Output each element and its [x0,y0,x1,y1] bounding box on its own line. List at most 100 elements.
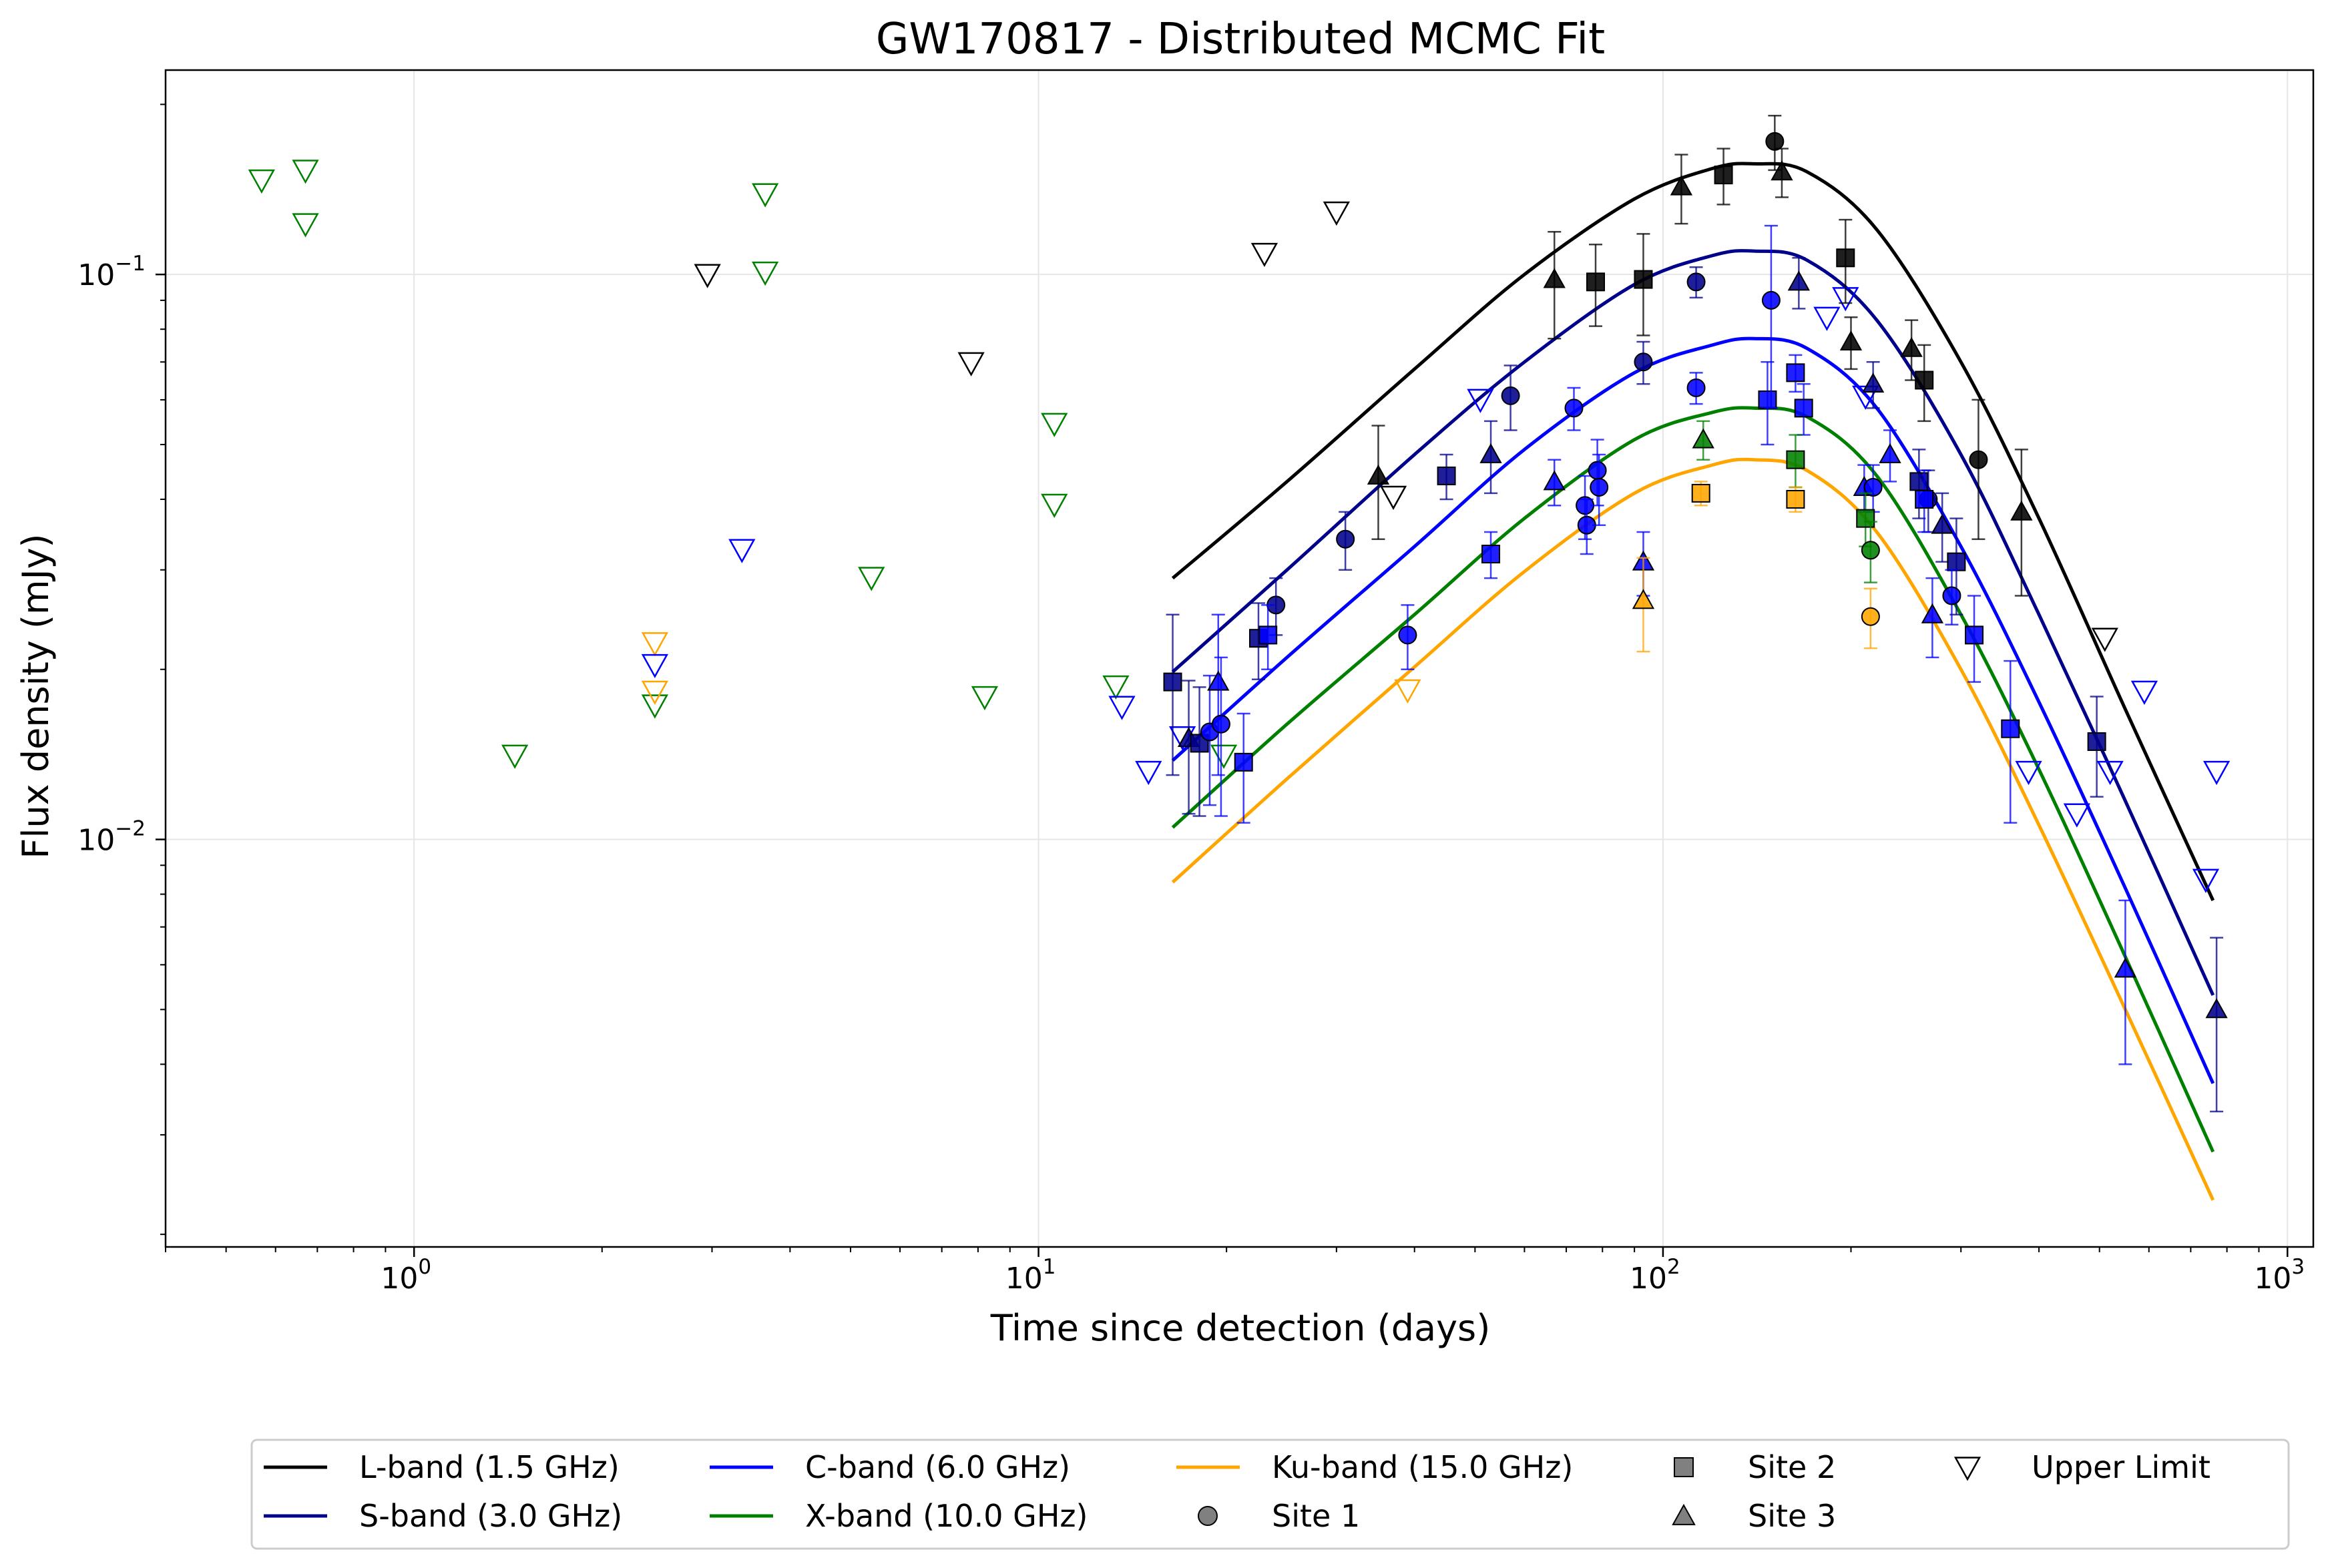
upper-limit-marker [1467,388,1494,413]
upper-limit-marker [2192,868,2220,893]
upper-limit-marker [641,680,669,705]
upper-limit-marker [2130,680,2158,705]
y-tick-base: 10 [77,824,115,858]
upper-limit-marker [641,654,669,679]
upper-limit-marker [292,160,319,184]
x-axis-label: Time since detection (days) [990,1307,1491,1349]
data-point-square [1163,672,1182,692]
data-point-circle [1765,132,1785,151]
data-point-triangle [1900,336,1923,357]
x-tick-exponent: 0 [418,1255,431,1279]
upper-limit-marker [1041,493,1068,518]
data-point-triangle [1771,160,1793,181]
legend-item: C-band (6.0 GHz) [710,1449,1070,1485]
upper-limit-marker [1323,201,1350,226]
x-tick-label: 102 [1630,1255,1680,1296]
data-point-triangle [1692,428,1714,449]
y-tick-exponent: −2 [115,817,146,841]
upper-limit-marker [957,352,985,376]
x-tick-base: 10 [1005,1262,1043,1296]
data-point-circle [1686,272,1706,292]
legend-marker-upper-limit [1953,1457,1981,1481]
model-curve-L [1171,162,2215,901]
legend-label: X-band (10.0 GHz) [805,1498,1088,1534]
data-point-square [1234,752,1253,772]
legend-marker-square [1674,1457,1694,1477]
data-point-square [1691,483,1710,503]
upper-limit-marker [501,744,529,769]
upper-limit-marker [1394,679,1421,704]
data-point-circle [1501,386,1520,405]
x-tick-label: 101 [1005,1255,1056,1296]
y-tick-base: 10 [77,258,115,292]
data-point-triangle [1921,603,1944,623]
data-point-circle [1634,352,1653,372]
upper-limit-marker [1102,675,1130,700]
data-point-triangle [1543,268,1566,288]
upper-limit-marker [752,261,779,286]
x-tick-base: 10 [381,1262,418,1296]
data-point-square [1786,363,1805,382]
data-point-square [1915,370,1934,390]
upper-limit-marker [248,169,275,194]
legend-label: Site 1 [1272,1498,1360,1534]
upper-limit-marker [292,213,319,238]
legend-item: Site 1 [1198,1498,1360,1534]
legend-item: Site 2 [1674,1449,1836,1485]
y-tick-exponent: −1 [115,252,146,276]
data-point-triangle [1543,470,1566,491]
model-curve-C [1171,336,2215,1085]
legend-item: X-band (10.0 GHz) [710,1498,1088,1534]
data-point-square [1909,472,1929,491]
legend-item: Site 3 [1672,1498,1836,1534]
data-point-square [2087,732,2106,751]
x-tick-exponent: 1 [1043,1255,1056,1279]
upper-limit-marker [2091,627,2118,652]
data-point-triangle [2205,998,2228,1019]
legend-label: C-band (6.0 GHz) [805,1449,1070,1485]
data-point-square [1965,625,1984,645]
legend-marker-circle [1198,1506,1218,1526]
upper-limit-marker [2015,760,2042,786]
upper-limit-marker [1379,485,1407,510]
upper-limit-marker [641,694,669,719]
data-point-square [1481,544,1501,563]
data-point-triangle [1207,670,1230,691]
data-point-square [1786,489,1805,509]
upper-limit-marker [694,264,721,288]
upper-limit-marker [2063,803,2090,828]
data-point-triangle [1670,175,1693,196]
model-curve-Ku [1171,457,2215,1201]
upper-limit-marker [752,183,779,208]
data-point-circle [1211,714,1230,734]
data-point-square [1586,272,1605,292]
data-point-triangle [1931,513,1953,534]
legend-item: L-band (1.5 GHz) [264,1449,620,1485]
upper-limit-marker [2096,760,2124,786]
data-point-square [1794,399,1813,418]
data-point-triangle [1839,330,1863,350]
legend: L-band (1.5 GHz) S-band (3.0 GHz) C-band (… [250,1439,2290,1550]
legend-item: Upper Limit [1953,1449,2210,1485]
legend-label: Site 2 [1748,1449,1836,1485]
model-curve-S [1171,249,2215,996]
data-point-square [1714,166,1733,185]
data-point-circle [1761,290,1781,310]
chart-title: GW170817 - Distributed MCMC Fit [876,15,1605,64]
data-point-triangle [1632,589,1655,609]
data-point-circle [1861,607,1880,626]
upper-limit-marker [971,686,999,711]
data-point-square [2001,719,2020,738]
data-point-circle [1588,461,1607,480]
data-point-triangle [2114,957,2137,978]
data-point-circle [1942,586,1961,605]
x-tick-exponent: 2 [1667,1255,1680,1279]
y-tick-label: 10−1 [77,252,146,292]
plot-frame [164,69,2315,1248]
upper-limit-marker [1108,696,1136,720]
data-point-triangle [1879,443,1901,463]
grid [166,70,2313,1247]
upper-limit-marker [641,632,669,657]
data-point-square [1786,450,1805,469]
